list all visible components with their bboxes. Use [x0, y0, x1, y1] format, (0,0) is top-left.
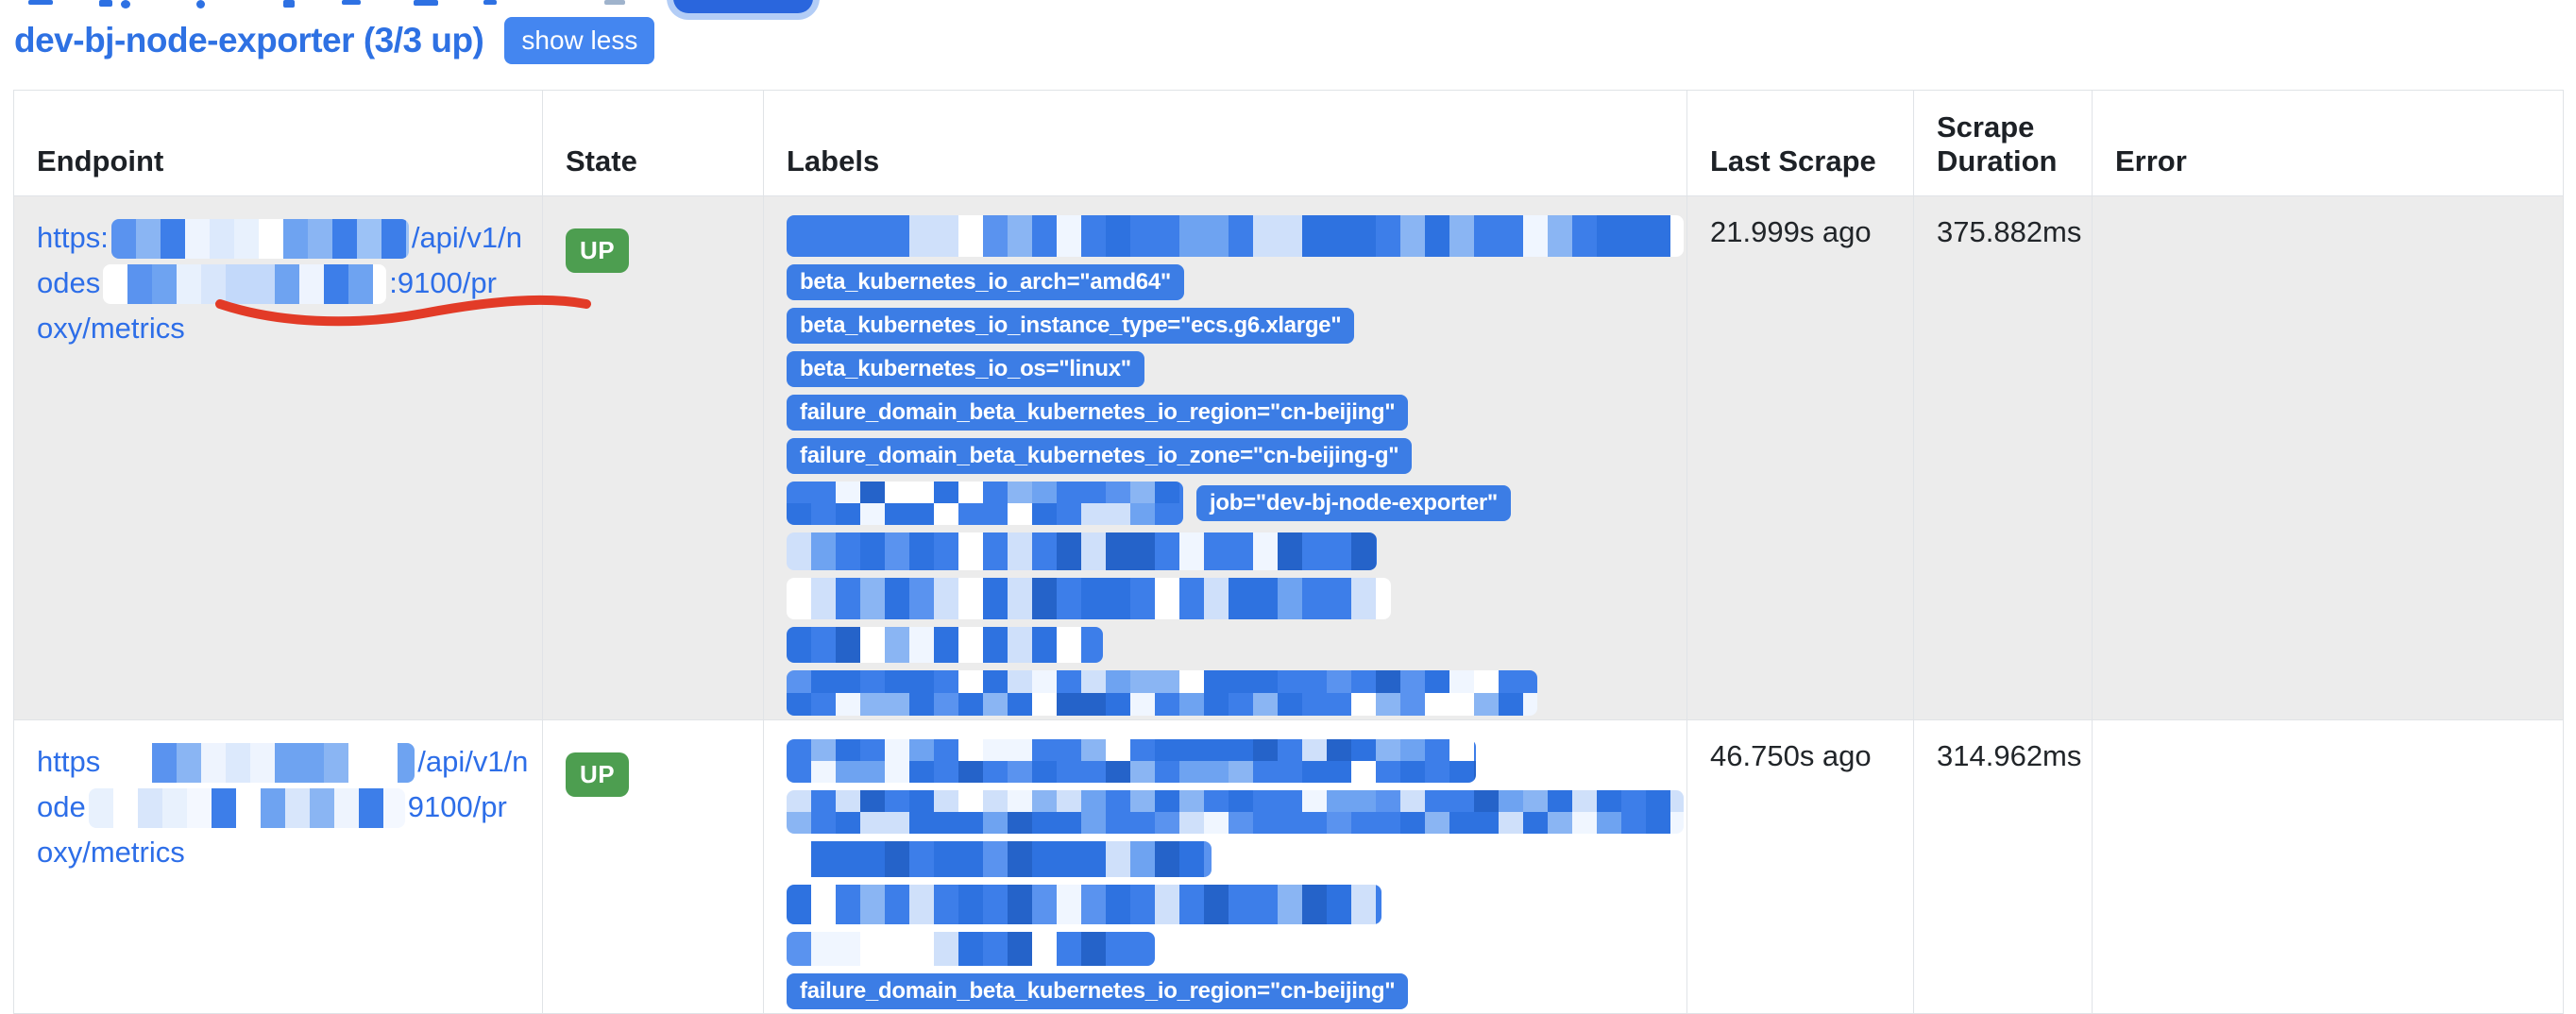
redacted-label [787, 482, 1183, 525]
state-cell: UP [542, 195, 764, 720]
column-header-error: Error [2092, 90, 2564, 196]
endpoint-line: ode 9100/pr [37, 785, 519, 830]
labels-cell: failure_domain_beta_kubernetes_io_region… [763, 719, 1687, 1014]
label-line [787, 841, 1212, 877]
table-row: https: /api/v1/n odes :9100/pr oxy/metrics U… [13, 195, 2564, 720]
show-less-button[interactable]: show less [504, 17, 655, 64]
scrape-duration-cell: 375.882ms [1913, 195, 2093, 720]
endpoint-text[interactable]: /api/v1/n [417, 745, 529, 778]
label-line [787, 532, 1377, 570]
redacted-label [110, 219, 409, 259]
endpoint-link[interactable]: https: /api/v1/n odes :9100/pr oxy/metrics [37, 215, 523, 351]
section-header: dev-bj-node-exporter (3/3 up) show less [14, 17, 655, 64]
redacted-label [787, 578, 1391, 619]
label-line [787, 215, 1684, 257]
label-line: failure_domain_beta_kubernetes_io_zone="… [787, 438, 1413, 474]
label-line [787, 578, 1391, 619]
redacted-label [787, 739, 1476, 783]
label-line [787, 627, 1103, 663]
label-line: beta_kubernetes_io_instance_type="ecs.g6… [787, 308, 1355, 344]
redacted-label [787, 532, 1377, 570]
endpoint-text[interactable]: ode [37, 790, 86, 823]
endpoint-cell: https: /api/v1/n odes :9100/pr oxy/metrics [13, 195, 591, 720]
label-line [787, 739, 1476, 783]
column-header-last-scrape: Last Scrape [1686, 90, 1914, 196]
redacted-label [103, 743, 415, 783]
endpoint-text[interactable]: :9100/pr [389, 266, 497, 299]
state-badge: UP [566, 752, 630, 797]
label-pill: failure_domain_beta_kubernetes_io_zone="… [787, 438, 1413, 474]
label-line: job="dev-bj-node-exporter" [787, 482, 1511, 525]
table-row: https/api/v1/n ode 9100/pr oxy/metrics UP f… [13, 719, 2564, 1014]
redacted-label [103, 264, 387, 304]
redacted-label [787, 670, 1537, 716]
state-badge: UP [566, 228, 630, 273]
redacted-label [787, 790, 1684, 834]
endpoint-line: https/api/v1/n [37, 739, 528, 785]
endpoint-text[interactable]: /api/v1/n [411, 221, 523, 254]
redacted-label [787, 932, 1155, 966]
label-pill: failure_domain_beta_kubernetes_io_region… [787, 395, 1409, 431]
endpoint-text[interactable]: oxy/metrics [37, 312, 185, 345]
endpoint-cell: https/api/v1/n ode 9100/pr oxy/metrics [13, 719, 543, 1014]
last-scrape-cell: 46.750s ago [1686, 719, 1914, 1014]
redacted-label [787, 841, 1212, 877]
endpoint-text[interactable]: https: [37, 221, 109, 254]
error-cell [2092, 195, 2564, 720]
label-line: failure_domain_beta_kubernetes_io_region… [787, 395, 1409, 431]
column-header-endpoint: Endpoint [13, 90, 543, 196]
previous-section-toggle-button[interactable] [673, 0, 813, 13]
table-header-row: Endpoint State Labels Last Scrape Scrape… [13, 90, 2564, 196]
endpoint-line: https: /api/v1/n [37, 215, 523, 261]
label-pill: beta_kubernetes_io_instance_type="ecs.g6… [787, 308, 1355, 344]
clipped-text-fragments [0, 0, 680, 9]
label-line [787, 932, 1155, 966]
endpoint-text[interactable]: oxy/metrics [37, 836, 185, 869]
label-pill: beta_kubernetes_io_arch="amd64" [787, 264, 1184, 300]
redacted-label [787, 627, 1103, 663]
redacted-label [787, 885, 1381, 924]
label-pill: job="dev-bj-node-exporter" [1196, 485, 1511, 521]
state-cell: UP [542, 719, 764, 1014]
column-header-labels: Labels [763, 90, 1687, 196]
redacted-label [88, 788, 405, 828]
label-line [787, 885, 1381, 924]
endpoint-text[interactable]: odes [37, 266, 101, 299]
label-line: failure_domain_beta_kubernetes_io_region… [787, 973, 1409, 1009]
label-line [787, 790, 1684, 834]
label-line: beta_kubernetes_io_os="linux" [787, 351, 1144, 387]
error-cell [2092, 719, 2564, 1014]
endpoint-link[interactable]: https/api/v1/n ode 9100/pr oxy/metrics [37, 739, 528, 875]
endpoint-text[interactable]: https [37, 745, 101, 778]
endpoint-line: oxy/metrics [37, 306, 519, 351]
label-pill: beta_kubernetes_io_os="linux" [787, 351, 1144, 387]
section-title-link[interactable]: dev-bj-node-exporter (3/3 up) [14, 21, 484, 59]
labels-cell: beta_kubernetes_io_arch="amd64" beta_kube… [763, 195, 1687, 720]
endpoint-line: oxy/metrics [37, 830, 519, 875]
column-header-state: State [542, 90, 764, 196]
endpoint-line: odes :9100/pr [37, 261, 519, 306]
label-pill: failure_domain_beta_kubernetes_io_region… [787, 973, 1409, 1009]
label-line: beta_kubernetes_io_arch="amd64" [787, 264, 1184, 300]
endpoint-text[interactable]: 9100/pr [407, 790, 507, 823]
redacted-label [787, 215, 1684, 257]
column-header-scrape-duration: Scrape Duration [1913, 90, 2093, 196]
label-line [787, 670, 1537, 716]
targets-table: Endpoint State Labels Last Scrape Scrape… [13, 90, 2564, 1014]
scrape-duration-cell: 314.962ms [1913, 719, 2093, 1014]
last-scrape-cell: 21.999s ago [1686, 195, 1914, 720]
